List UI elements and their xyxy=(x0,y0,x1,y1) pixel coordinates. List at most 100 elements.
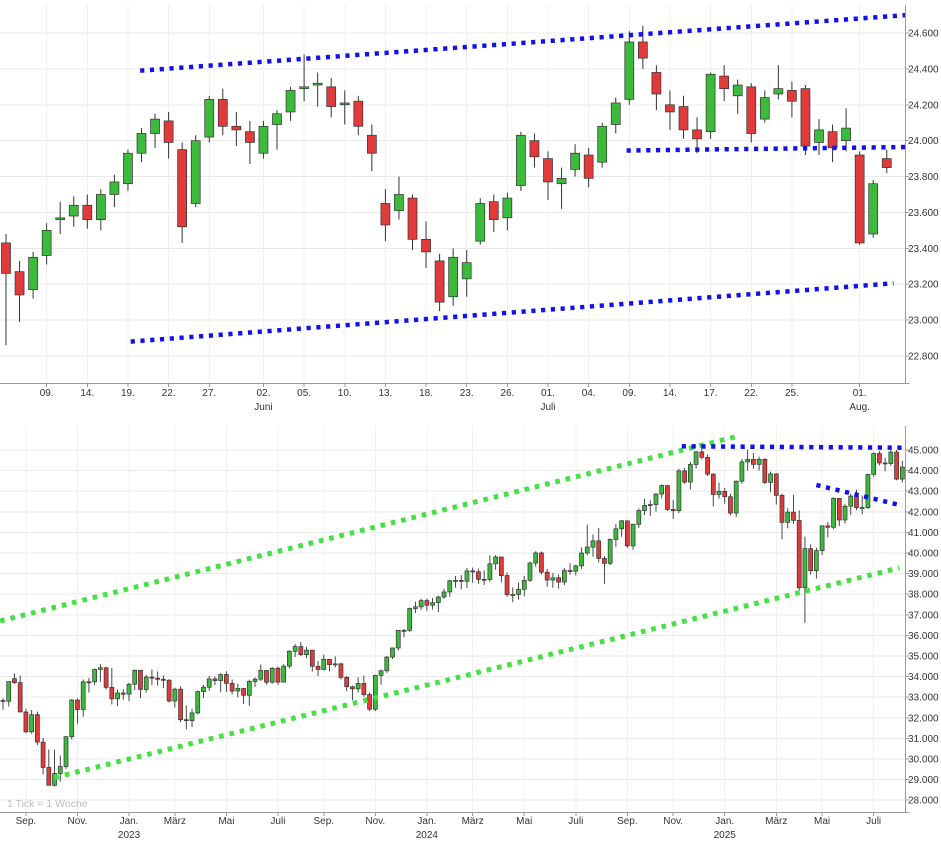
candle xyxy=(338,662,344,680)
candle xyxy=(625,520,630,548)
candle xyxy=(579,547,584,569)
daily-chart-canvas: 24.600 24.400 24.200 24.000 23.800 23.600 23.4… xyxy=(0,5,939,413)
svg-text:41.000: 41.000 xyxy=(908,528,939,539)
svg-text:Jan.: Jan. xyxy=(715,816,734,827)
candle xyxy=(791,494,796,524)
candle xyxy=(836,497,842,527)
svg-text:Jan.: Jan. xyxy=(120,816,139,827)
candle xyxy=(877,451,882,466)
candle xyxy=(665,90,675,130)
candle xyxy=(607,538,613,565)
candle xyxy=(842,504,848,524)
candle xyxy=(642,498,647,516)
candle xyxy=(212,676,218,686)
resistance-trendline xyxy=(681,444,906,450)
candle xyxy=(394,176,404,220)
candle xyxy=(172,687,178,708)
candle xyxy=(149,669,155,685)
svg-text:2025: 2025 xyxy=(714,830,737,841)
svg-text:45.000: 45.000 xyxy=(908,446,939,457)
candle xyxy=(189,708,195,728)
candle xyxy=(533,551,539,567)
svg-text:09.: 09. xyxy=(622,388,636,399)
svg-text:43.000: 43.000 xyxy=(908,487,939,498)
candle xyxy=(819,525,825,556)
candle xyxy=(773,473,779,505)
candle xyxy=(229,679,235,695)
candle xyxy=(521,575,527,597)
candle xyxy=(544,568,550,587)
candle xyxy=(421,221,431,269)
candle xyxy=(488,194,499,233)
candle xyxy=(458,575,464,590)
candle xyxy=(699,448,705,460)
candle xyxy=(447,579,453,597)
candle xyxy=(573,564,579,576)
candle xyxy=(258,664,264,681)
candle xyxy=(63,735,69,769)
vertical-gridlines xyxy=(25,426,875,813)
candle xyxy=(163,111,174,159)
vertical-gridlines xyxy=(46,5,861,384)
svg-text:23.400: 23.400 xyxy=(908,244,939,255)
candle xyxy=(95,189,106,231)
candle xyxy=(751,453,756,469)
candle xyxy=(287,650,292,669)
candle xyxy=(498,556,504,583)
candle xyxy=(218,673,224,693)
candle xyxy=(796,510,802,591)
candle xyxy=(882,457,888,472)
candle xyxy=(693,451,699,469)
candle xyxy=(150,113,160,148)
candle xyxy=(722,487,728,504)
candle xyxy=(413,601,418,613)
candle xyxy=(35,711,40,745)
svg-text:2024: 2024 xyxy=(416,830,439,841)
candle xyxy=(756,456,762,471)
svg-text:17.: 17. xyxy=(704,388,718,399)
svg-text:2023: 2023 xyxy=(118,830,141,841)
candle xyxy=(596,527,602,563)
candle xyxy=(868,180,879,238)
candle xyxy=(637,25,648,69)
candle xyxy=(241,687,246,704)
svg-text:29.000: 29.000 xyxy=(908,775,939,786)
candle xyxy=(46,749,52,786)
candle xyxy=(785,508,791,529)
candle xyxy=(315,660,321,676)
candle xyxy=(231,111,242,147)
svg-text:13.: 13. xyxy=(378,388,392,399)
candle xyxy=(739,459,745,484)
candle xyxy=(435,595,441,613)
candle xyxy=(264,670,269,685)
candle xyxy=(390,647,395,659)
candle xyxy=(678,95,689,139)
candle xyxy=(98,664,103,682)
candle xyxy=(326,77,337,118)
daily-candlestick-chart: 24.600 24.400 24.200 24.000 23.800 23.600 23.4… xyxy=(0,0,941,420)
candle xyxy=(800,85,811,156)
candle xyxy=(814,119,824,156)
svg-text:Aug.: Aug. xyxy=(849,402,870,413)
candle xyxy=(670,499,676,520)
svg-text:24.200: 24.200 xyxy=(908,100,939,111)
candle xyxy=(41,223,52,265)
svg-text:24.400: 24.400 xyxy=(908,64,939,75)
horizontal-gridlines xyxy=(0,32,906,357)
candle xyxy=(407,194,418,251)
svg-text:01.: 01. xyxy=(853,388,867,399)
candle xyxy=(827,124,838,163)
svg-text:28.000: 28.000 xyxy=(908,796,939,807)
svg-text:02.: 02. xyxy=(256,388,270,399)
svg-text:Nov.: Nov. xyxy=(663,816,683,827)
candle xyxy=(814,547,819,579)
svg-text:34.000: 34.000 xyxy=(908,672,939,683)
candle xyxy=(583,147,594,188)
candles-group xyxy=(0,448,905,787)
candle xyxy=(23,708,29,734)
svg-text:März: März xyxy=(164,816,186,827)
candle xyxy=(504,572,510,597)
svg-text:Juli: Juli xyxy=(270,816,285,827)
candle xyxy=(6,681,12,707)
